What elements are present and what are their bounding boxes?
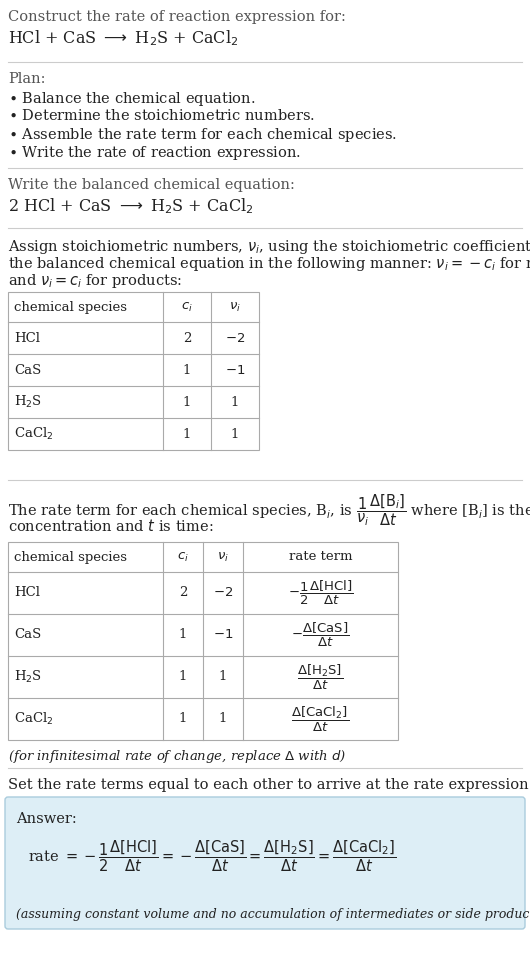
Text: $\dfrac{\Delta[\mathrm{H_2S}]}{\Delta t}$: $\dfrac{\Delta[\mathrm{H_2S}]}{\Delta t}…	[297, 663, 343, 692]
Text: $-2$: $-2$	[213, 587, 233, 599]
Text: $\bullet$ Write the rate of reaction expression.: $\bullet$ Write the rate of reaction exp…	[8, 144, 301, 162]
Text: and $\nu_i = c_i$ for products:: and $\nu_i = c_i$ for products:	[8, 272, 182, 290]
Text: $\bullet$ Balance the chemical equation.: $\bullet$ Balance the chemical equation.	[8, 90, 255, 108]
Text: $-2$: $-2$	[225, 332, 245, 345]
Text: $-\dfrac{\Delta[\mathrm{CaS}]}{\Delta t}$: $-\dfrac{\Delta[\mathrm{CaS}]}{\Delta t}…	[292, 621, 350, 649]
Text: 2: 2	[183, 332, 191, 345]
Text: 2: 2	[179, 587, 187, 599]
Text: 1: 1	[219, 712, 227, 725]
Text: 1: 1	[183, 395, 191, 409]
Text: HCl: HCl	[14, 332, 40, 345]
Text: CaS: CaS	[14, 629, 41, 641]
Text: $-1$: $-1$	[213, 629, 233, 641]
Text: chemical species: chemical species	[14, 301, 127, 313]
Text: CaCl$_2$: CaCl$_2$	[14, 426, 54, 442]
Text: H$_2$S: H$_2$S	[14, 394, 42, 410]
Text: $\bullet$ Determine the stoichiometric numbers.: $\bullet$ Determine the stoichiometric n…	[8, 108, 315, 123]
Text: HCl + CaS $\longrightarrow$ H$_2$S + CaCl$_2$: HCl + CaS $\longrightarrow$ H$_2$S + CaC…	[8, 28, 238, 48]
Text: 1: 1	[183, 363, 191, 377]
Text: Set the rate terms equal to each other to arrive at the rate expression:: Set the rate terms equal to each other t…	[8, 778, 530, 792]
Text: CaS: CaS	[14, 363, 41, 377]
Text: $\nu_i$: $\nu_i$	[229, 301, 241, 313]
Text: $\nu_i$: $\nu_i$	[217, 550, 229, 563]
Text: $\bullet$ Assemble the rate term for each chemical species.: $\bullet$ Assemble the rate term for eac…	[8, 126, 397, 144]
Text: Construct the rate of reaction expression for:: Construct the rate of reaction expressio…	[8, 10, 346, 24]
Text: H$_2$S: H$_2$S	[14, 669, 42, 685]
Text: $c_i$: $c_i$	[181, 301, 193, 313]
Text: $-\dfrac{1}{2}\dfrac{\Delta[\mathrm{HCl}]}{\Delta t}$: $-\dfrac{1}{2}\dfrac{\Delta[\mathrm{HCl}…	[288, 579, 353, 607]
Text: Write the balanced chemical equation:: Write the balanced chemical equation:	[8, 178, 295, 192]
Text: 1: 1	[183, 427, 191, 440]
Text: The rate term for each chemical species, B$_i$, is $\dfrac{1}{\nu_i}\dfrac{\Delt: The rate term for each chemical species,…	[8, 492, 530, 528]
Bar	[8, 292, 259, 450]
Text: (assuming constant volume and no accumulation of intermediates or side products): (assuming constant volume and no accumul…	[16, 908, 530, 921]
Text: Answer:: Answer:	[16, 812, 77, 826]
Text: the balanced chemical equation in the following manner: $\nu_i = -c_i$ for react: the balanced chemical equation in the fo…	[8, 255, 530, 273]
Text: HCl: HCl	[14, 587, 40, 599]
Text: Assign stoichiometric numbers, $\nu_i$, using the stoichiometric coefficients, $: Assign stoichiometric numbers, $\nu_i$, …	[8, 238, 530, 256]
FancyBboxPatch shape	[5, 797, 525, 929]
Bar	[8, 542, 398, 740]
Text: concentration and $t$ is time:: concentration and $t$ is time:	[8, 518, 214, 534]
Text: (for infinitesimal rate of change, replace $\Delta$ with $d$): (for infinitesimal rate of change, repla…	[8, 748, 347, 765]
Text: CaCl$_2$: CaCl$_2$	[14, 711, 54, 727]
Text: Plan:: Plan:	[8, 72, 46, 86]
Text: $-1$: $-1$	[225, 363, 245, 377]
Text: 2 HCl + CaS $\longrightarrow$ H$_2$S + CaCl$_2$: 2 HCl + CaS $\longrightarrow$ H$_2$S + C…	[8, 196, 254, 216]
Text: 1: 1	[179, 629, 187, 641]
Text: rate term: rate term	[289, 550, 352, 563]
Text: $c_i$: $c_i$	[177, 550, 189, 563]
Text: chemical species: chemical species	[14, 550, 127, 563]
Text: 1: 1	[179, 712, 187, 725]
Text: 1: 1	[231, 395, 239, 409]
Text: rate $= -\dfrac{1}{2}\dfrac{\Delta[\mathrm{HCl}]}{\Delta t} = -\dfrac{\Delta[\ma: rate $= -\dfrac{1}{2}\dfrac{\Delta[\math…	[28, 838, 396, 874]
Text: 1: 1	[179, 671, 187, 683]
Text: $\dfrac{\Delta[\mathrm{CaCl_2}]}{\Delta t}$: $\dfrac{\Delta[\mathrm{CaCl_2}]}{\Delta …	[292, 705, 350, 734]
Text: 1: 1	[231, 427, 239, 440]
Text: 1: 1	[219, 671, 227, 683]
